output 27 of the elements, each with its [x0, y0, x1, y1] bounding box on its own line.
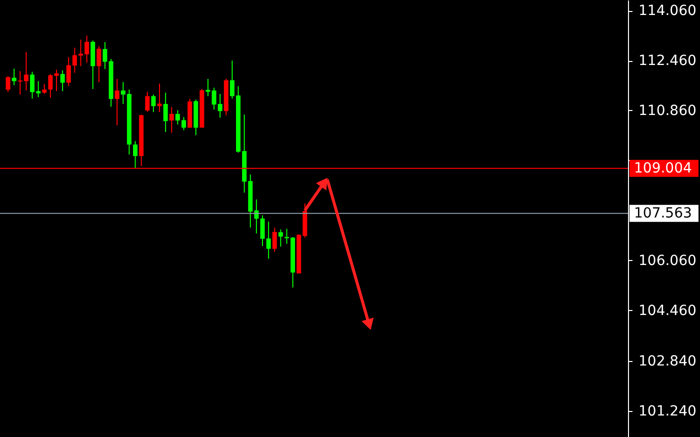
candlestick	[206, 78, 210, 97]
candlestick	[278, 228, 283, 248]
candlestick	[157, 83, 162, 113]
candlestick	[48, 73, 53, 98]
candlestick	[42, 83, 47, 94]
y-tick-label: 102.840	[638, 353, 696, 370]
candlestick	[102, 42, 108, 70]
y-tick-label: 104.460	[638, 302, 696, 319]
candlestick	[12, 68, 16, 86]
ref-line-label: 107.563	[634, 205, 692, 222]
candlestick	[169, 106, 174, 134]
candlestick	[6, 76, 10, 93]
y-tick-label: 112.460	[638, 53, 696, 70]
candlestick	[163, 92, 168, 133]
candlestick	[145, 91, 150, 112]
candlestick	[151, 94, 156, 113]
ref-line-label: 109.004	[634, 160, 692, 176]
y-tick-label: 106.060	[638, 252, 696, 269]
candlestick	[96, 46, 102, 83]
candlestick	[60, 70, 65, 92]
y-tick-label: 110.860	[638, 103, 696, 119]
candlestick	[54, 69, 59, 92]
candlestick	[272, 227, 277, 252]
candlestick	[114, 78, 120, 126]
y-tick-label: 101.240	[638, 403, 696, 420]
y-tick-label: 114.060	[638, 3, 696, 20]
candlestick	[133, 140, 138, 170]
